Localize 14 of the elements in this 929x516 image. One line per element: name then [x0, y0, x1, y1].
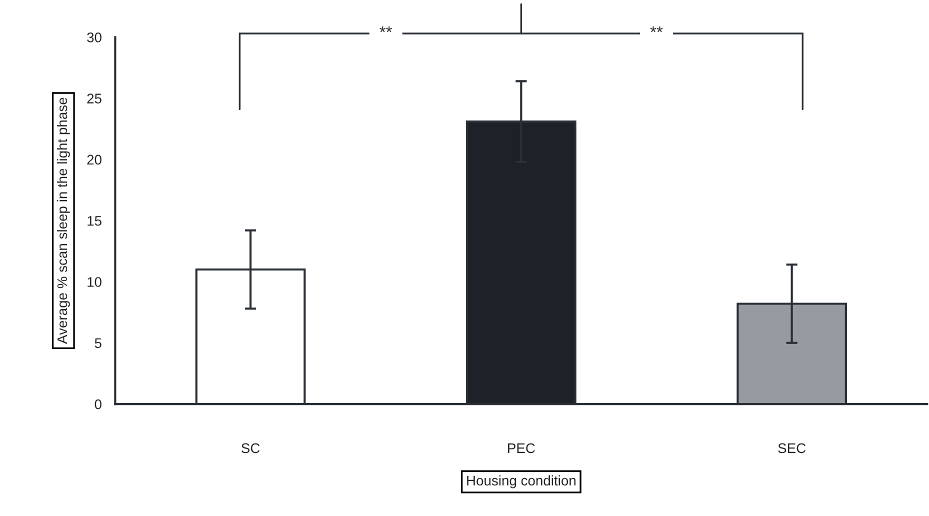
y-tick-label: 5 [94, 338, 102, 348]
y-tick-label: 20 [87, 154, 102, 165]
y-tick-label: 15 [88, 216, 102, 226]
x-axis-title: Housing condition [467, 475, 576, 488]
text: ** [380, 26, 392, 32]
y-tick-label: 25 [87, 94, 102, 104]
x-tick-label: SEC [778, 443, 806, 454]
y-tick-label: 30 [87, 32, 102, 42]
x-tick-label: SC [242, 443, 260, 454]
y-tick-label: 10 [88, 277, 102, 287]
y-tick-label: 0 [94, 399, 102, 410]
x-tick-label: PEC [508, 443, 535, 454]
y-axis-title: Average % scan sleep in the light phase [56, 98, 70, 344]
text: ** [650, 26, 663, 32]
